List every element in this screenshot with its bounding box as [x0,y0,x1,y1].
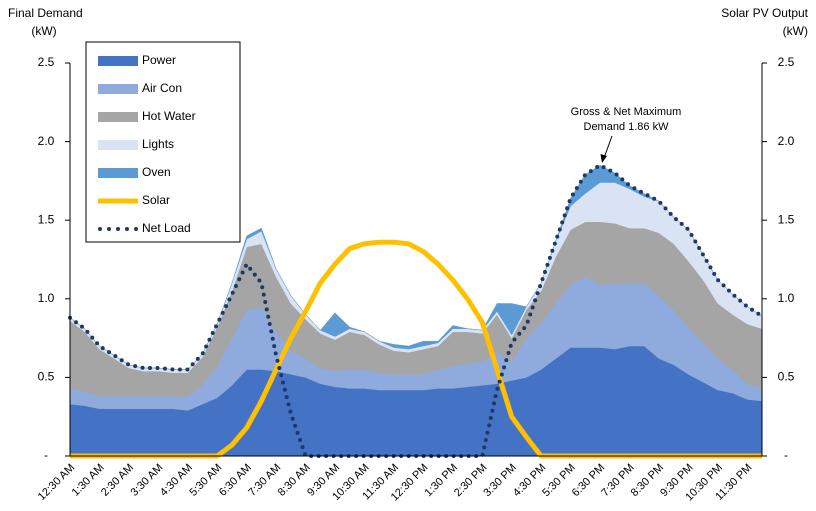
y-tick-label: 2.0 [38,134,55,148]
legend-swatch [98,84,138,94]
legend-swatch [98,168,138,178]
y-axis-title: Final Demand [8,6,83,20]
y2-axis-title: (kW) [783,24,808,38]
annotation-arrow [603,135,613,159]
y-tick-label: 0.5 [38,370,55,384]
y2-tick-label: 2.0 [778,134,795,148]
y-axis-title: (kW) [31,24,56,38]
legend-label: Hot Water [142,109,196,123]
y2-tick-label: - [784,448,788,462]
legend-swatch [98,140,138,150]
legend-label: Solar [142,193,170,207]
legend-label: Power [142,53,176,67]
legend-label: Lights [142,137,174,151]
annotation-arrowhead [600,154,607,163]
annotation: Gross & Net Maximum [571,106,682,118]
x-tick-label: 12:30 AM [36,462,77,503]
y-tick-label: 1.0 [38,291,55,305]
legend-swatch [98,56,138,66]
legend-label: Oven [142,165,171,179]
y2-tick-label: 0.5 [778,370,795,384]
legend-swatch [98,112,138,122]
y2-tick-label: 1.0 [778,291,795,305]
y-tick-label: 1.5 [38,212,55,226]
y2-tick-label: 1.5 [778,212,795,226]
annotation: Demand 1.86 kW [584,121,670,133]
y-tick-label: - [44,448,48,462]
y-tick-label: 2.5 [38,55,55,69]
legend-label: Air Con [142,81,182,95]
legend-label: Net Load [142,221,191,235]
y2-tick-label: 2.5 [778,55,795,69]
y2-axis-title: Solar PV Output [721,6,808,20]
